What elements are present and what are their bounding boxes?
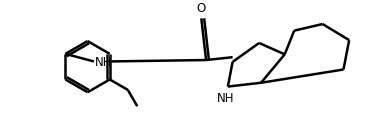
Text: NH: NH bbox=[217, 92, 235, 104]
Text: O: O bbox=[197, 2, 206, 14]
Text: NH: NH bbox=[95, 55, 112, 68]
